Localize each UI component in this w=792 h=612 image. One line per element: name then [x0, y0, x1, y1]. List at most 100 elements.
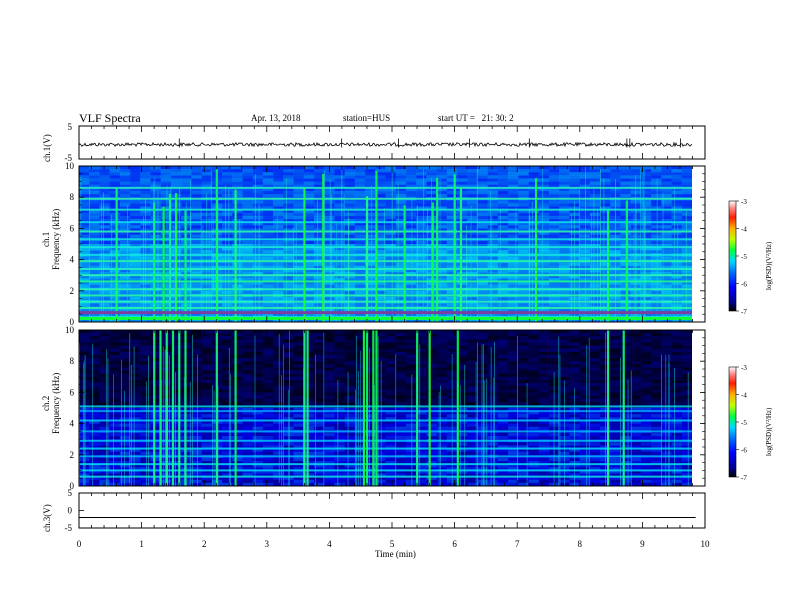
ch1-spectrogram-cell [201, 184, 213, 189]
ch1-spectrogram-cell [191, 190, 203, 195]
ch1-spectrogram-cell [436, 175, 448, 179]
ch1-spectrogram-cell [365, 194, 376, 198]
ch1-spectrogram-cell [548, 228, 560, 233]
ch1-spectrogram-cell [477, 219, 489, 223]
ch1-spectrogram-cell [344, 250, 356, 254]
ch1-spectrogram-cell [579, 272, 591, 276]
ch1-spectrogram-cell [293, 194, 305, 198]
ch1-spectrogram-cell [119, 172, 131, 176]
ch2-spectrogram-cell [140, 361, 152, 365]
ch1-spectrogram-cell [538, 187, 550, 192]
ch2-spectrogram-cell [283, 470, 295, 475]
ch2-spectrogram-cell [252, 386, 264, 390]
ch2-spectrogram-cell [232, 383, 243, 387]
ch2-spectrogram-cell [273, 364, 284, 368]
ch1-spectrogram-cell [548, 278, 560, 282]
ch1-spectrogram-cell [262, 272, 274, 276]
ch2-spectrogram-cell [344, 451, 356, 456]
ch1-spectrogram-cell [559, 206, 570, 211]
ch1-spectrogram-cell [109, 209, 121, 214]
ch1-spectrogram-cell [181, 178, 192, 183]
ch1-spectrogram-cell [232, 250, 243, 254]
ch1-spectrogram-cell [508, 247, 519, 251]
ch2-spectrogram-cell [119, 398, 131, 403]
ch2-spectrogram-cell [191, 451, 203, 456]
ch1-spectrogram-cell [242, 247, 254, 251]
ch2-spectrogram-cell [365, 423, 376, 428]
ch1-spectrogram-cell [242, 244, 254, 248]
ch2-spectrogram-cell [283, 395, 295, 400]
ch1-spectrogram-cell [160, 190, 172, 195]
ch1-spectrogram-cell [681, 172, 693, 176]
ch1-spectrogram-cell [640, 272, 652, 276]
ch2-spectrogram-cell [375, 383, 386, 387]
ch2-spectrogram-cell [130, 442, 141, 446]
ch2-spectrogram-cell [140, 383, 152, 387]
ch1-spectrogram-cell [467, 203, 478, 208]
ch2-spectrogram-cell [354, 389, 366, 393]
ch1-spectrogram-band [79, 221, 692, 224]
ch1-spectrogram-cell [600, 181, 611, 186]
ch1-spectrogram-cell [487, 297, 499, 301]
ch2-spectrogram-cell [395, 395, 407, 400]
ch1-spectrogram-cell [416, 278, 427, 282]
ch2-spectrogram-cell [395, 376, 407, 381]
ch1-spectrogram-cell [375, 262, 386, 267]
ch1-spectrogram-cell [334, 278, 346, 282]
ch2-spectrogram-cell [385, 426, 397, 431]
ch1-spectrogram-cell [681, 290, 693, 295]
ch2-spectrogram-cell [375, 351, 386, 356]
ch1-spectrogram-cell [671, 222, 683, 226]
ch1-spectrogram-cell [191, 203, 203, 208]
ch1-spectrogram-cell [528, 244, 540, 248]
ch1-spectrogram-cell [303, 203, 315, 208]
ch1-spectrogram-cell [313, 272, 325, 276]
ch1-spectrogram-cell [191, 215, 203, 220]
ch1-spectrogram-cell [262, 278, 274, 282]
ch2-spectrogram-cell [303, 379, 315, 384]
ch1-spectrogram-cell [405, 297, 417, 301]
ch1-spectrogram-cell [170, 166, 182, 170]
ch2-spectrogram-cell [375, 330, 386, 334]
ch1-spectrogram-cell [293, 244, 305, 248]
ch1-spectrogram-sferic [453, 174, 456, 322]
ch1-spectrogram-cell [467, 166, 478, 170]
ch1-spectrogram-cell [651, 225, 662, 229]
ch1-spectrogram-cell [89, 200, 100, 204]
ch2-spectrogram-cell [99, 432, 111, 437]
ch1-spectrogram-cell [651, 312, 662, 317]
ch1-spectrogram-cell [150, 172, 162, 176]
ch1-spectrogram-cell [559, 303, 570, 307]
ch1-spectrogram-cell [99, 312, 111, 317]
ch1-spectrogram-cell [416, 203, 427, 208]
ch1-spectrogram-cell [569, 194, 581, 198]
ch1-spectrogram-cell [416, 247, 427, 251]
ch1-spectrogram-cell [385, 268, 397, 273]
ch1-spectrogram-cell [681, 265, 693, 270]
ch2-spectrogram-cell [313, 411, 325, 415]
ch1-spectrogram-cell [313, 184, 325, 189]
ch1-spectrogram-cell [273, 203, 284, 208]
ch2-spectrogram-cell [273, 398, 284, 403]
ch2-spectrogram-cell [365, 361, 376, 365]
ch2-spectrogram-cell [119, 389, 131, 393]
ch1-spectrogram-cell [457, 278, 468, 282]
ch1-spectrogram-cell [579, 265, 591, 270]
ch1-spectrogram-cell [334, 281, 346, 286]
ch1-spectrogram-sferic [215, 169, 218, 322]
ch1-spectrogram-cell [436, 206, 448, 211]
ch1-spectrogram-cell [99, 181, 111, 186]
ch1-spectrogram-cell [405, 240, 417, 245]
ch1-spectrogram-cell [160, 281, 172, 286]
ch2-spectrogram-cell [150, 386, 162, 390]
ch1-spectrogram-cell [457, 234, 468, 239]
ch2-spectrogram-cell [201, 417, 213, 421]
ch2-spectrogram-cell [344, 476, 356, 481]
ch1-spectrogram-cell [548, 206, 560, 211]
ch1-spectrogram-cell [651, 215, 662, 220]
ch2-spectrogram-cell [252, 392, 264, 397]
ch1-spectrogram-cell [232, 206, 243, 211]
ch2-spectrogram-cell [283, 379, 295, 384]
ch1-spectrogram-cell [446, 231, 458, 236]
ch2-spectrogram-cell [191, 370, 203, 375]
